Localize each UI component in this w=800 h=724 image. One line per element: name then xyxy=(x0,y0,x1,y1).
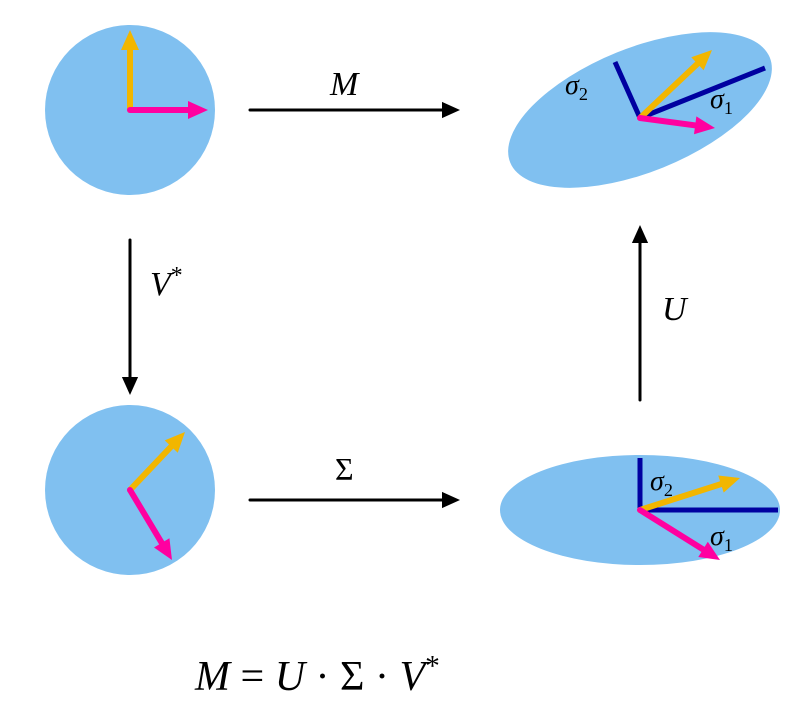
label-Vstar: V* xyxy=(150,263,183,303)
label-U: U xyxy=(662,291,689,328)
morphism-M xyxy=(250,102,460,118)
morphism-Sigma xyxy=(250,492,460,508)
morphism-Vstar xyxy=(122,240,138,395)
label-M: M xyxy=(329,66,360,103)
ellipse-top-right xyxy=(487,0,793,220)
equation-svd: M = U · Σ · V* xyxy=(194,650,440,700)
label-Sigma: Σ xyxy=(335,451,354,487)
morphism-U xyxy=(632,225,648,400)
